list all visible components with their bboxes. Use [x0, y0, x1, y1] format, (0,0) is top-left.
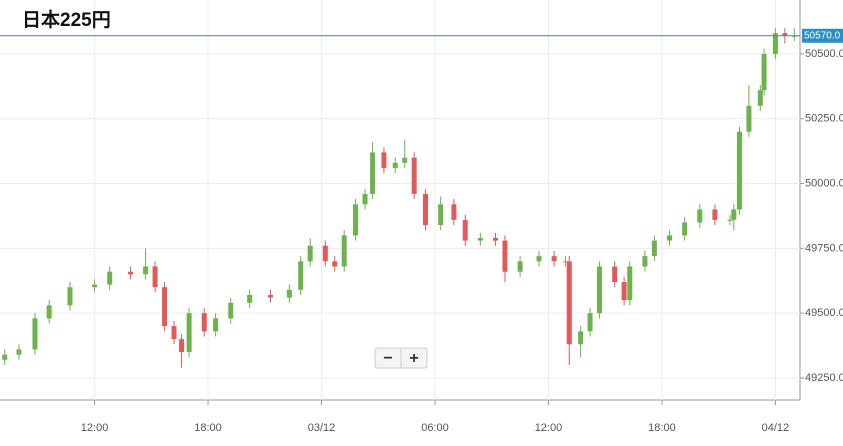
- candle-body: [621, 282, 627, 301]
- candle-body: [307, 245, 313, 262]
- x-tick-label: 18:00: [194, 422, 222, 434]
- y-tick-label: 49500.0: [805, 307, 843, 319]
- chart-title: 日本225円: [22, 8, 111, 31]
- candle-body: [642, 256, 648, 267]
- candle-body: [451, 204, 457, 220]
- candle-body: [411, 157, 417, 194]
- candle-body: [627, 266, 633, 301]
- candle-body: [667, 235, 673, 241]
- candles: [2, 27, 797, 368]
- candle-body: [213, 318, 219, 332]
- zoom-controls: − +: [374, 347, 428, 369]
- candle-body: [298, 261, 304, 290]
- candle-body: [2, 354, 8, 360]
- candle-body: [171, 326, 177, 340]
- grid: [0, 0, 800, 400]
- candle-body: [578, 331, 584, 345]
- candle-body: [179, 339, 185, 353]
- candle-body: [127, 271, 133, 275]
- candle-body: [757, 90, 763, 106]
- candle-body: [438, 204, 444, 226]
- candle-body: [551, 256, 557, 262]
- candle-body: [731, 209, 737, 220]
- candle-body: [746, 105, 752, 132]
- candle-body: [712, 209, 718, 220]
- x-tick-label: 12:00: [535, 422, 563, 434]
- candle-body: [612, 266, 618, 283]
- candle-body: [682, 222, 688, 236]
- candle-body: [247, 295, 253, 303]
- y-tick-label: 50000.0: [805, 177, 843, 189]
- candle-body: [477, 237, 483, 241]
- candle-body: [517, 261, 523, 272]
- candle-body: [502, 240, 508, 272]
- candle-body: [32, 318, 38, 350]
- y-tick-label: 50500.0: [805, 48, 843, 60]
- candle-body: [16, 349, 22, 355]
- y-tick-label: 50250.0: [805, 113, 843, 125]
- x-tick-label: 04/12: [762, 422, 790, 434]
- candle-body: [697, 209, 703, 223]
- x-tick-label: 06:00: [421, 422, 449, 434]
- zoom-in[interactable]: +: [409, 350, 418, 367]
- candle-body: [597, 266, 603, 314]
- candle-body: [536, 256, 542, 262]
- candle-body: [228, 302, 234, 319]
- x-tick-label: 12:00: [81, 422, 109, 434]
- y-tick-label: 49750.0: [805, 242, 843, 254]
- candle-body: [782, 33, 788, 36]
- candle-body: [46, 305, 52, 319]
- candle-body: [152, 266, 158, 288]
- candle-body: [587, 313, 593, 332]
- candle-body: [162, 287, 168, 327]
- candle-body: [462, 219, 468, 241]
- candle-body: [562, 261, 568, 263]
- candle-body: [381, 152, 387, 168]
- candle-body: [267, 295, 273, 298]
- candle-body: [67, 287, 73, 306]
- candle-body: [423, 193, 429, 226]
- candle-body: [341, 235, 347, 267]
- candle-body: [322, 245, 328, 262]
- y-tick-label: 49250.0: [805, 372, 843, 384]
- candle-body: [736, 131, 742, 210]
- candle-body: [392, 162, 398, 168]
- last-price-tag: [802, 28, 843, 43]
- candle-body: [201, 313, 207, 332]
- candle-body: [353, 204, 359, 236]
- candle-body: [362, 193, 368, 205]
- candle-body: [332, 261, 338, 267]
- candle-body: [402, 157, 408, 163]
- candle-body: [493, 237, 499, 241]
- candle-body: [566, 261, 572, 345]
- zoom-out[interactable]: −: [383, 350, 392, 367]
- candle-body: [143, 266, 149, 275]
- candle-body: [370, 152, 376, 194]
- last-price-label: 50570.0: [804, 30, 841, 41]
- x-tick-label: 18:00: [648, 422, 676, 434]
- x-tick-label: 03/12: [308, 422, 336, 434]
- candle-body: [107, 271, 113, 285]
- candle-body: [727, 219, 733, 221]
- candle-body: [772, 33, 778, 54]
- candle-body: [286, 289, 292, 298]
- candle-body: [92, 284, 98, 288]
- candle-body: [186, 313, 192, 353]
- candle-body: [761, 53, 767, 91]
- candle-body: [651, 240, 657, 257]
